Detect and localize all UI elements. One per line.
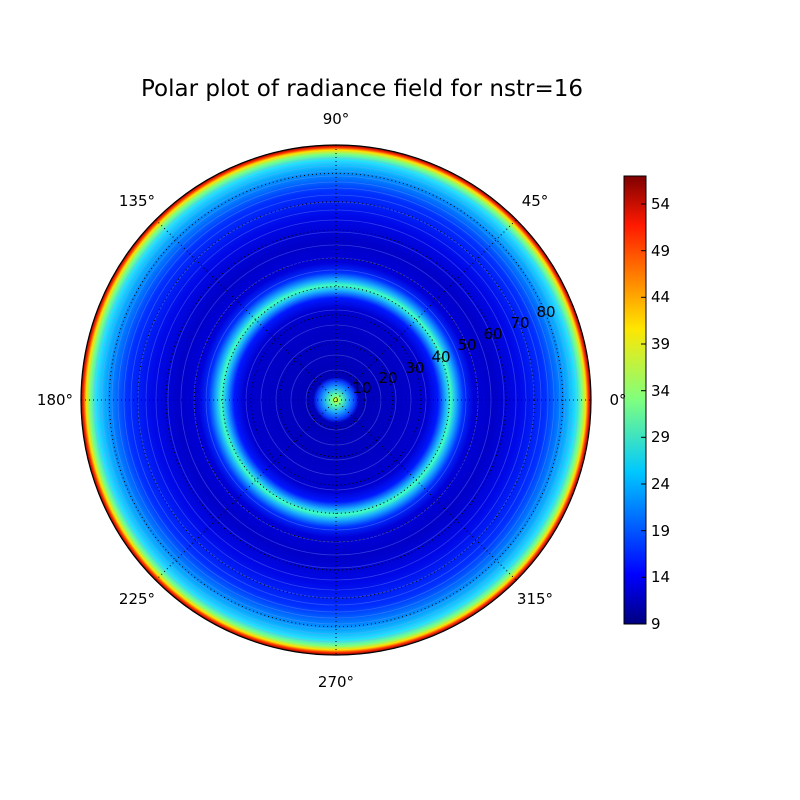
theta-label-315: 315°: [516, 590, 554, 608]
colorbar-tick-9: 9: [651, 615, 661, 633]
colorbar-tick-24: 24: [651, 475, 671, 493]
theta-label-270: 270°: [317, 673, 355, 691]
colorbar-tick-44: 44: [651, 288, 671, 306]
colorbar-tick-29: 29: [651, 428, 671, 446]
colorbar-tick-54: 54: [651, 195, 671, 213]
polar-frame: [80, 144, 592, 656]
colorbar-tick-39: 39: [651, 335, 671, 353]
theta-label-90: 90°: [322, 110, 350, 128]
r-label-60: 60: [483, 325, 503, 343]
r-label-40: 40: [431, 348, 451, 366]
colorbar-tick-49: 49: [651, 242, 671, 260]
r-label-30: 30: [405, 359, 425, 377]
colorbar: [623, 175, 647, 625]
r-label-70: 70: [510, 314, 530, 332]
r-label-20: 20: [378, 369, 398, 387]
r-label-10: 10: [352, 379, 372, 397]
theta-label-135: 135°: [118, 192, 156, 210]
theta-label-0: 0°: [609, 391, 627, 409]
theta-label-225: 225°: [118, 590, 156, 608]
polar-grid: [81, 145, 591, 655]
colorbar-tick-19: 19: [651, 522, 671, 540]
colorbar-tick-14: 14: [651, 568, 671, 586]
theta-label-180: 180°: [36, 391, 74, 409]
r-label-50: 50: [457, 336, 477, 354]
chart-title: Polar plot of radiance field for nstr=16: [140, 76, 583, 102]
r-label-80: 80: [536, 303, 556, 321]
theta-label-45: 45°: [521, 192, 549, 210]
colorbar-tick-34: 34: [651, 382, 671, 400]
